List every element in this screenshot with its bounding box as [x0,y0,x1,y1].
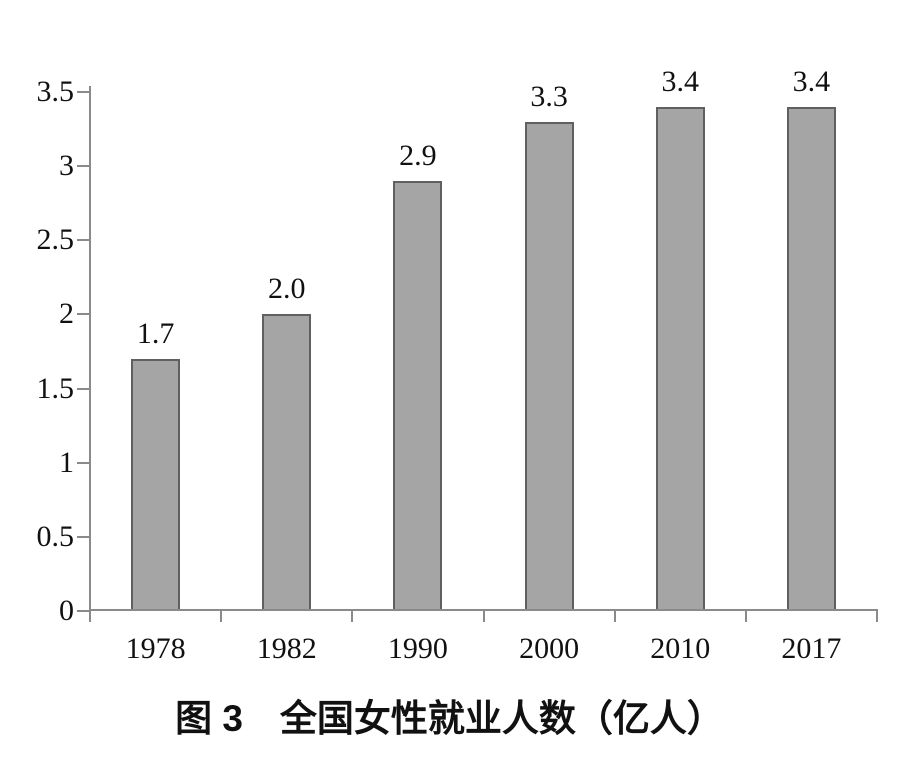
y-tick-label: 3.5 [36,75,75,108]
chart-title: 图 3 全国女性就业人数（亿人） [175,698,724,739]
y-tick [77,91,90,93]
x-tick [351,611,354,622]
y-tick-label: 1.5 [36,371,75,405]
bar-value-label: 3.4 [661,64,700,98]
y-tick [77,165,90,168]
bar [524,121,574,611]
x-tick-label: 1990 [387,632,448,665]
bar-value-label: 2.0 [268,272,306,306]
x-tick [876,611,878,622]
bar-value-label: 1.7 [136,316,175,350]
x-tick-label: 2000 [519,632,580,665]
x-tick [482,611,485,622]
bar-value-label: 2.9 [399,139,437,172]
bar [393,181,443,611]
x-tick [220,611,223,622]
y-tick [77,239,90,242]
y-axis-line [89,86,91,622]
x-tick [613,611,616,622]
x-tick-label: 1982 [256,632,317,665]
y-tick-label: 2.5 [36,223,75,257]
bar [262,314,312,611]
x-tick-label: 2010 [650,632,711,665]
y-tick-label: 1 [59,445,74,479]
y-tick-label: 0 [59,594,74,627]
bar-value-label: 3.4 [792,64,831,98]
y-tick-label: 0.5 [36,519,75,553]
bar [655,106,705,611]
y-tick-label: 2 [59,297,74,331]
y-tick [77,461,90,464]
y-tick-label: 3 [59,149,74,183]
x-axis-line [89,609,878,611]
y-tick [77,535,90,538]
bar-value-label: 3.3 [530,79,568,113]
y-tick [77,610,90,612]
x-tick [744,611,747,622]
x-tick-label: 1978 [125,632,186,665]
y-tick [77,313,90,316]
x-tick-label: 2017 [781,632,842,665]
bar [786,106,836,611]
bar [131,358,181,611]
y-tick [77,387,90,390]
